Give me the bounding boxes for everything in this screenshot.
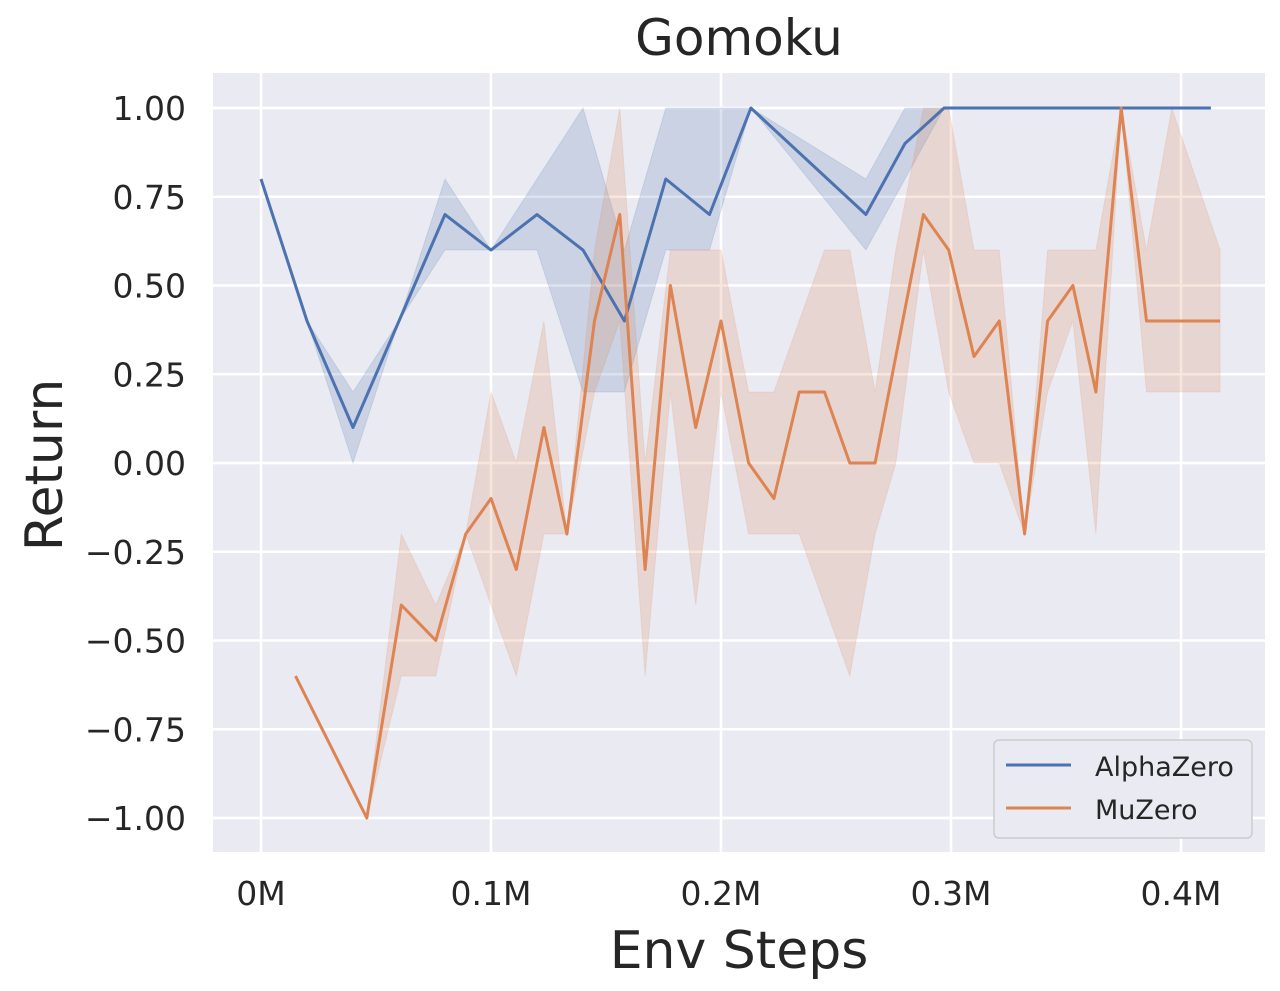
legend-label-alphazero: AlphaZero (1095, 752, 1234, 783)
y-tick-label: 0.00 (113, 444, 186, 483)
chart-title: Gomoku (635, 9, 843, 67)
y-axis-ticks: 1.00 0.75 0.50 0.25 0.00 −0.25 −0.50 −0.75 −1.00 (85, 89, 186, 838)
legend-label-muzero: MuZero (1095, 795, 1198, 826)
line-alphazero (259, 106, 1211, 429)
x-axis-ticks: 0M 0.1M 0.2M 0.3M 0.4M (236, 874, 1221, 913)
line-muzero (294, 106, 1221, 820)
y-tick-label: 1.00 (113, 89, 186, 128)
grid-lines (213, 73, 1265, 852)
y-tick-label: 0.75 (113, 178, 186, 217)
y-tick-label: −0.25 (85, 533, 186, 572)
y-tick-label: 0.50 (113, 267, 186, 306)
x-axis-label: Env Steps (610, 921, 869, 981)
x-tick-label: 0.3M (911, 874, 992, 913)
x-tick-label: 0.1M (451, 874, 532, 913)
y-tick-label: −0.75 (85, 710, 186, 749)
series-lines (259, 106, 1221, 820)
y-tick-label: 0.25 (113, 355, 186, 394)
band-alphazero (260, 106, 1211, 465)
x-tick-label: 0.2M (681, 874, 762, 913)
y-tick-label: −1.00 (85, 799, 186, 838)
legend: AlphaZero MuZero (993, 739, 1253, 839)
x-tick-label: 0.4M (1141, 874, 1222, 913)
y-tick-label: −0.50 (85, 622, 186, 661)
x-tick-label: 0M (236, 874, 285, 913)
y-axis-label: Return (15, 379, 75, 552)
